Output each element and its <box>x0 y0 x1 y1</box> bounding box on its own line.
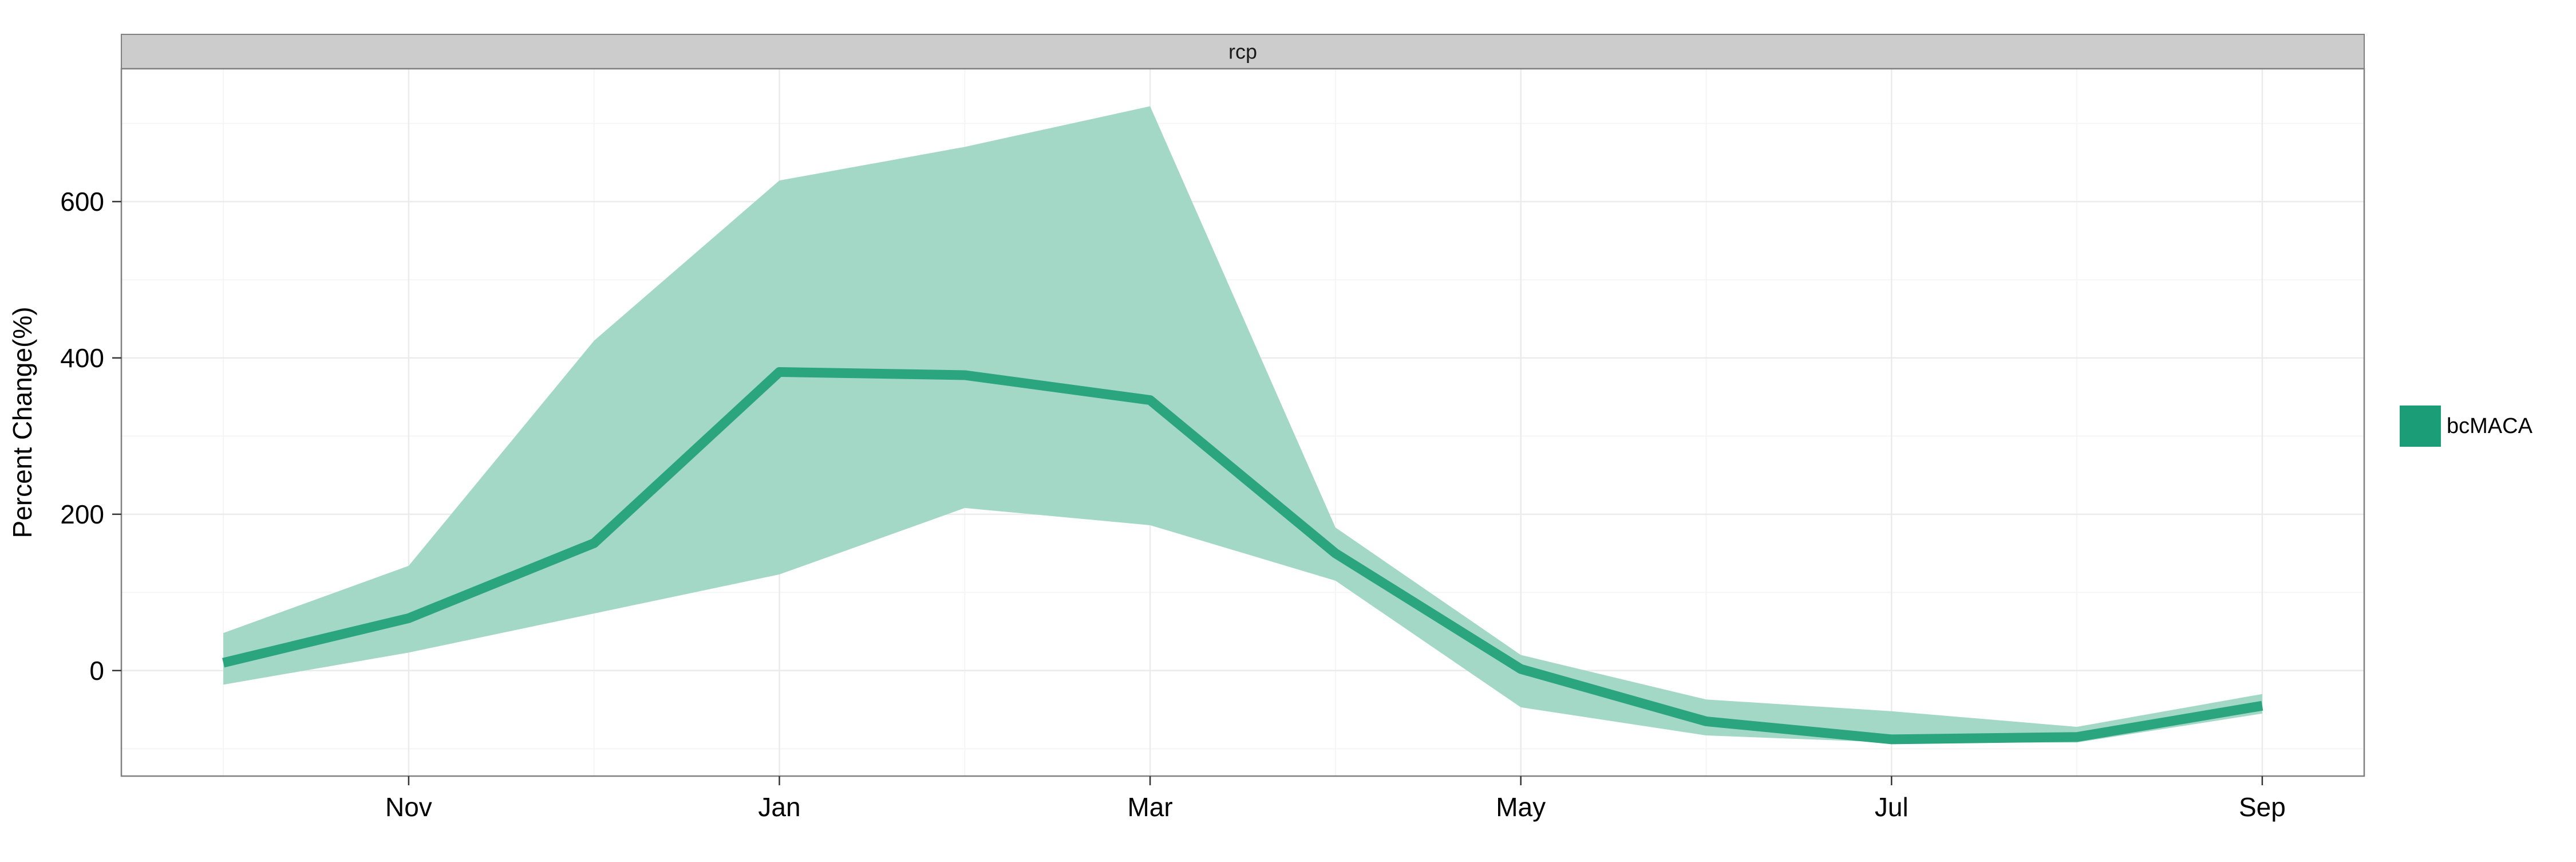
y-tick-label: 0 <box>89 656 104 686</box>
x-tick-label: May <box>1496 792 1546 822</box>
x-tick-label: Jul <box>1875 792 1909 822</box>
y-tick-label: 200 <box>60 499 104 529</box>
x-tick-label: Jan <box>758 792 800 822</box>
y-tick-label: 600 <box>60 187 104 217</box>
x-tick-label: Nov <box>385 792 432 822</box>
y-tick-label: 400 <box>60 343 104 373</box>
y-axis-title: Percent Change(%) <box>7 307 37 538</box>
x-tick-label: Sep <box>2239 792 2286 822</box>
legend-key-bcmaca <box>2400 406 2441 447</box>
facet-strip-label: rcp <box>1228 40 1257 64</box>
x-tick-label: Mar <box>1127 792 1172 822</box>
legend-label-bcmaca: bcMACA <box>2447 414 2533 438</box>
